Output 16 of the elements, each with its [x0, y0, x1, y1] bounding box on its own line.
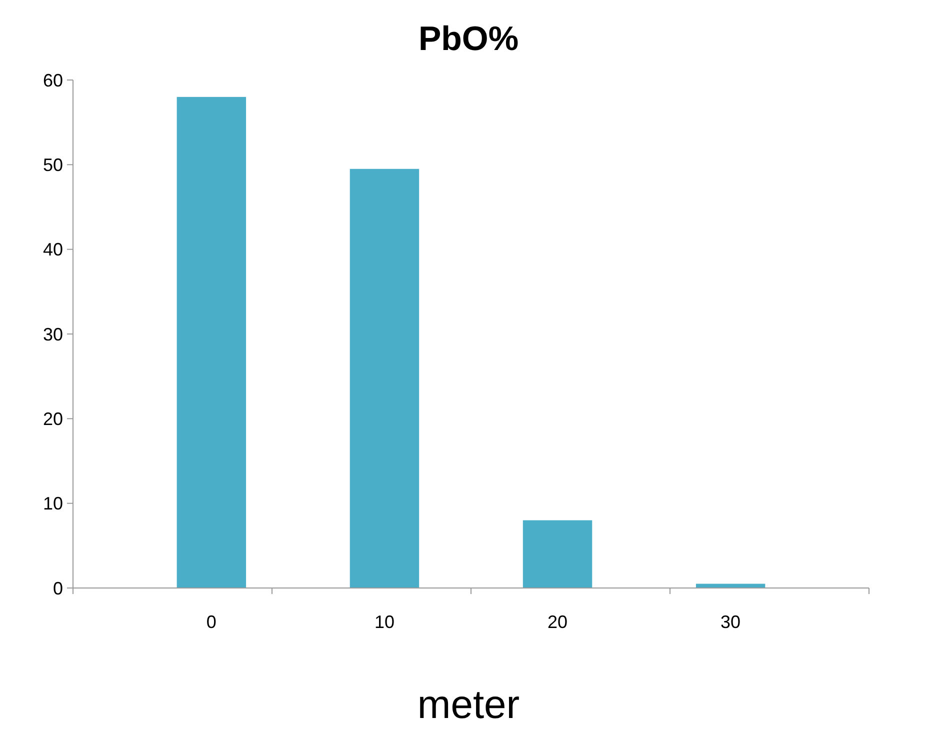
x-tick-label: 20 [548, 612, 568, 632]
x-tick-label: 0 [206, 612, 216, 632]
bar [176, 96, 246, 588]
y-tick-label: 30 [42, 324, 63, 344]
x-tick-label: 30 [720, 612, 741, 632]
y-tick-label: 50 [42, 154, 63, 175]
x-tick-label: 10 [374, 612, 394, 632]
y-tick-label: 40 [42, 240, 63, 260]
y-tick-label: 0 [52, 578, 63, 598]
bar [522, 520, 592, 588]
bar [350, 168, 420, 588]
y-tick-label: 20 [42, 408, 63, 429]
y-tick-label: 10 [42, 494, 63, 514]
chart-title: PbO% [418, 20, 519, 58]
x-axis-title: meter [417, 683, 520, 727]
y-tick-label: 60 [42, 70, 63, 90]
